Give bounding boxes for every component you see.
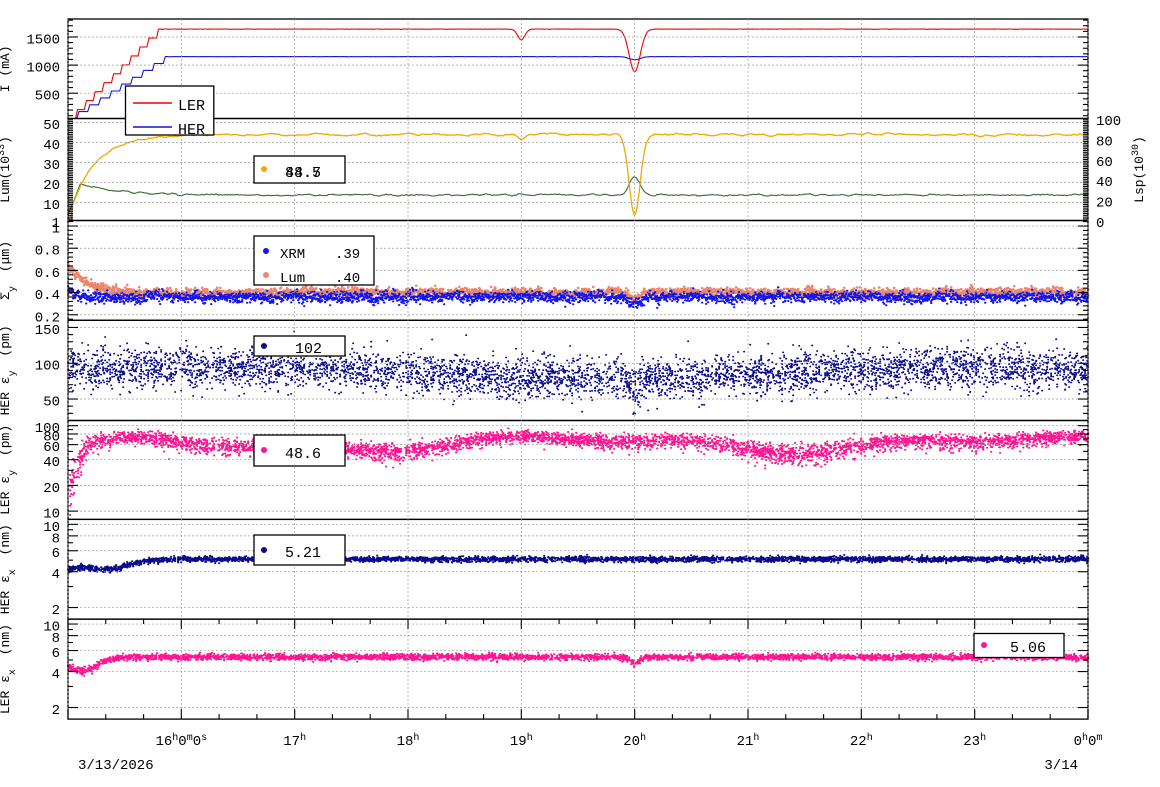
svg-text:40: 40 xyxy=(43,455,60,471)
svg-text:150: 150 xyxy=(35,323,60,339)
svg-text:0.8: 0.8 xyxy=(35,244,60,260)
svg-text:30: 30 xyxy=(43,158,60,174)
svg-text:6: 6 xyxy=(52,646,60,662)
svg-text:3/14: 3/14 xyxy=(1044,758,1078,774)
svg-text:LER: LER xyxy=(178,98,205,115)
svg-text:1000: 1000 xyxy=(26,61,60,77)
svg-text:0.4: 0.4 xyxy=(35,288,60,304)
svg-text:10: 10 xyxy=(43,620,60,636)
svg-text:4: 4 xyxy=(52,567,60,583)
svg-text:5.06: 5.06 xyxy=(1010,640,1046,657)
svg-text:2: 2 xyxy=(52,603,60,619)
svg-text:4: 4 xyxy=(52,667,60,683)
svg-text:80: 80 xyxy=(1096,134,1113,150)
svg-text:I (mA): I (mA) xyxy=(0,45,13,92)
svg-text:1500: 1500 xyxy=(26,33,60,49)
svg-text:5.21: 5.21 xyxy=(285,545,321,562)
svg-text:.39: .39 xyxy=(335,247,360,263)
svg-text:0: 0 xyxy=(1096,216,1104,232)
svg-text:100: 100 xyxy=(35,421,60,437)
svg-text:50: 50 xyxy=(43,118,60,134)
svg-text:20: 20 xyxy=(43,481,60,497)
svg-text:1: 1 xyxy=(52,222,60,238)
svg-text:60: 60 xyxy=(1096,155,1113,171)
svg-text:3/13/2026: 3/13/2026 xyxy=(78,758,154,774)
svg-text:48.6: 48.6 xyxy=(285,446,321,463)
svg-text:2: 2 xyxy=(52,703,60,719)
svg-text:100: 100 xyxy=(1096,114,1121,130)
svg-text:88.5: 88.5 xyxy=(285,165,321,182)
svg-text:40: 40 xyxy=(1096,175,1113,191)
svg-text:40: 40 xyxy=(43,138,60,154)
svg-text:HER: HER xyxy=(178,122,205,139)
svg-text:100: 100 xyxy=(35,359,60,375)
svg-text:50: 50 xyxy=(43,395,60,411)
svg-text:500: 500 xyxy=(35,89,60,105)
svg-text:XRM: XRM xyxy=(280,247,305,263)
svg-text:Lum: Lum xyxy=(280,271,305,287)
svg-text:10: 10 xyxy=(43,198,60,214)
svg-text:20: 20 xyxy=(1096,196,1113,212)
svg-text:10: 10 xyxy=(43,520,60,536)
svg-text:20: 20 xyxy=(43,178,60,194)
svg-text:16h0m0s: 16h0m0s xyxy=(155,732,207,751)
svg-text:0.6: 0.6 xyxy=(35,266,60,282)
svg-text:102: 102 xyxy=(295,341,322,358)
svg-text:.40: .40 xyxy=(335,271,360,287)
svg-text:6: 6 xyxy=(52,546,60,562)
